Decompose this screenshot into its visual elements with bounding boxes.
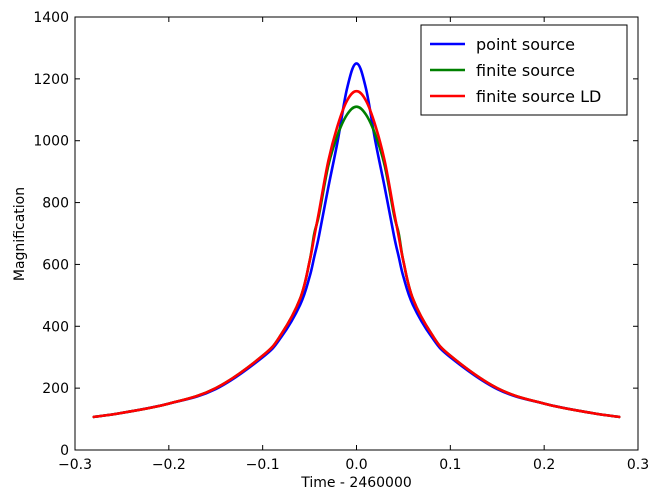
legend: point source finite source finite source L… <box>420 24 628 116</box>
legend-label: finite source LD <box>476 87 601 106</box>
y-tick-label: 1000 <box>33 134 69 150</box>
axes-layer: −0.3 −0.2 −0.1 0.0 0.1 0.2 0.3 0 200 400 600 800 100… <box>33 10 649 473</box>
series-layer <box>92 62 621 419</box>
x-tick-label: 0.0 <box>345 457 367 473</box>
y-tick-label: 800 <box>42 196 69 212</box>
y-axis-label: Magnification <box>12 187 28 281</box>
x-tick-label: 0.2 <box>533 457 555 473</box>
y-tick-label: 600 <box>42 257 69 273</box>
y-tick-label: 0 <box>60 443 69 459</box>
x-tick-label: −0.1 <box>246 457 280 473</box>
legend-label: point source <box>476 35 575 54</box>
x-tick-label: 0.3 <box>627 457 649 473</box>
x-axis-label: Time - 2460000 <box>300 475 412 491</box>
y-tick-label: 1400 <box>33 10 69 26</box>
y-tick-label: 400 <box>42 319 69 335</box>
legend-label: finite source <box>476 61 575 80</box>
series-line-finite-source-ld <box>92 89 621 419</box>
x-tick-label: −0.3 <box>58 457 92 473</box>
y-tick-label: 200 <box>42 381 69 397</box>
x-tick-label: 0.1 <box>439 457 461 473</box>
y-tick-label: 1200 <box>33 72 69 88</box>
x-tick-label: −0.2 <box>152 457 186 473</box>
